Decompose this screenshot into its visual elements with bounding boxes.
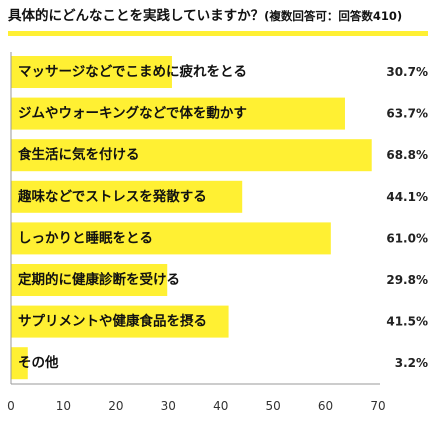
bar-7 <box>11 305 229 338</box>
bar-8 <box>11 347 28 380</box>
value-label-2: 63.7% <box>386 107 428 121</box>
bar-row-3: 食生活に気を付ける 68.8% <box>11 139 428 172</box>
bar-6 <box>11 264 168 296</box>
x-tick-label-50: 50 <box>266 399 281 413</box>
value-label-4: 44.1% <box>386 190 428 204</box>
bar-label-6: 定期的に健康診断を受ける <box>18 271 180 288</box>
x-tick-label-0: 0 <box>7 399 15 413</box>
bar-row-8: その他 3.2% <box>11 347 428 380</box>
bar-row-1: マッサージなどでこまめに疲れをとる 30.7% <box>11 56 428 88</box>
value-label-5: 61.0% <box>386 231 428 245</box>
bar-label-7: サプリメントや健康食品を摂る <box>18 313 207 330</box>
bar-1 <box>11 56 172 88</box>
value-label-6: 29.8% <box>386 273 428 287</box>
chart-title-main: 具体的にどんなことを実践していますか？ <box>7 7 264 24</box>
x-tick-label-70: 70 <box>370 399 385 413</box>
bar-row-6: 定期的に健康診断を受ける 29.8% <box>11 264 428 296</box>
x-tick-label-30: 30 <box>161 399 176 413</box>
bar-5 <box>11 222 331 255</box>
bar-row-7: サプリメントや健康食品を摂る 41.5% <box>11 305 428 338</box>
bar-rows: マッサージなどでこまめに疲れをとる 30.7% ジムやウォーキングなどで体を動かす 6… <box>11 56 428 380</box>
bar-label-4: 趣味などでストレスを発散する <box>17 188 207 205</box>
chart-title: 具体的にどんなことを実践していますか？(複数回答可：回答数410) <box>7 7 402 24</box>
x-tick-label-10: 10 <box>56 399 71 413</box>
bar-4 <box>11 180 243 213</box>
bar-row-5: しっかりと睡眠をとる 61.0% <box>11 222 428 255</box>
bar-label-8: その他 <box>18 354 59 371</box>
value-label-8: 3.2% <box>395 356 428 370</box>
bar-3 <box>11 139 372 172</box>
chart-subtitle: (複数回答可：回答数410) <box>264 9 402 23</box>
x-tick-label-60: 60 <box>318 399 333 413</box>
x-tick-label-20: 20 <box>108 399 123 413</box>
bar-row-2: ジムやウォーキングなどで体を動かす 63.7% <box>11 97 428 130</box>
value-label-1: 30.7% <box>386 65 428 79</box>
bar-label-5: しっかりと睡眠をとる <box>18 230 153 246</box>
bar-label-3: 食生活に気を付ける <box>18 146 140 163</box>
value-label-3: 68.8% <box>386 148 428 162</box>
x-axis-ticks: 0 10 20 30 40 50 60 70 <box>7 399 385 413</box>
bar-label-2: ジムやウォーキングなどで体を動かす <box>18 105 247 122</box>
bar-row-4: 趣味などでストレスを発散する 44.1% <box>11 180 428 213</box>
title-underline <box>8 31 428 36</box>
bar-label-1: マッサージなどでこまめに疲れをとる <box>18 63 247 80</box>
value-label-7: 41.5% <box>386 315 428 329</box>
x-tick-label-40: 40 <box>213 399 228 413</box>
bar-2 <box>11 97 345 130</box>
